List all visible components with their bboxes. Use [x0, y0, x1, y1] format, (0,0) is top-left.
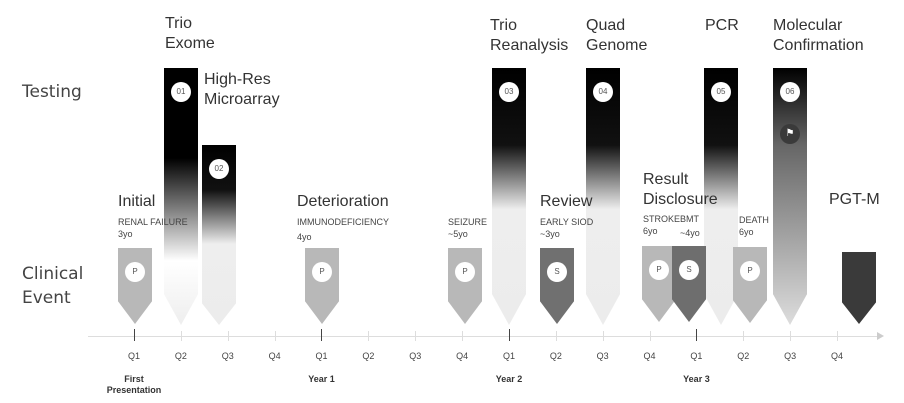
axis-arrow-icon [877, 332, 884, 340]
test-bar-06: 06 ⚑ [773, 68, 807, 325]
year-label: First Presentation [106, 374, 162, 395]
quarter-label: Q2 [362, 351, 375, 361]
axis-tick [180, 331, 182, 341]
event-label: DEATH 6yo [739, 215, 769, 237]
axis-tick [227, 331, 229, 341]
quarter-label: Q4 [643, 351, 656, 361]
test-title-01: Trio Exome [165, 15, 215, 52]
test-number-badge: 03 [499, 82, 519, 102]
event-label: BMT ~4yo [680, 214, 700, 238]
axis-tick [602, 331, 604, 341]
axis-tick [743, 331, 745, 341]
quarter-label: Q1 [127, 351, 140, 361]
patient-badge: P [740, 261, 760, 281]
year-label: Year 1 [308, 374, 335, 384]
event-marker-patient: P [305, 248, 339, 324]
quarter-label: Q2 [737, 351, 750, 361]
quarter-label: Q4 [831, 351, 844, 361]
event-label: IMMUNODEFICIENCY 4yo [297, 217, 389, 242]
test-title-04: Quad Genome [586, 17, 648, 54]
year-label: Year 3 [683, 374, 710, 384]
test-bar-01: 01 [164, 68, 198, 325]
event-marker-sibling: S [540, 248, 574, 324]
quarter-label: Q3 [784, 351, 797, 361]
flag-icon: ⚑ [780, 124, 800, 144]
quarter-label: Q1 [502, 351, 515, 361]
event-marker-pgtm [842, 252, 876, 324]
event-marker-sibling: S [672, 246, 706, 322]
event-marker-patient: P [448, 248, 482, 324]
axis-tick [508, 329, 510, 341]
row-label-clinical-line2: Event [22, 288, 71, 308]
test-number-badge: 01 [171, 82, 191, 102]
quarter-label: Q4 [456, 351, 469, 361]
quarter-label: Q2 [174, 351, 187, 361]
sibling-badge: S [679, 260, 699, 280]
axis-tick [134, 329, 135, 341]
test-title-02: High-Res Microarray [204, 71, 280, 108]
row-label-testing: Testing [22, 82, 82, 102]
test-number-badge: 04 [593, 82, 613, 102]
quarter-label: Q3 [221, 351, 234, 361]
year-label: Year 2 [495, 374, 523, 384]
quarter-label: Q1 [690, 351, 703, 361]
test-number-badge: 05 [711, 82, 731, 102]
event-label: RENAL FAILURE 3yo [118, 217, 188, 239]
axis-tick [415, 331, 417, 341]
test-title-03: Trio Reanalysis [490, 17, 569, 54]
quarter-label: Q3 [409, 351, 422, 361]
test-bar-04: 04 [586, 68, 620, 325]
timeline-axis [88, 336, 878, 337]
axis-tick [555, 331, 557, 341]
event-label: STROKE 6yo [643, 214, 681, 236]
axis-tick [462, 331, 464, 341]
event-label: SEIZURE ~5yo [448, 217, 488, 239]
patient-badge: P [125, 262, 145, 282]
axis-tick [649, 331, 651, 341]
phase-deterioration: Deterioration [297, 193, 389, 210]
sibling-badge: S [547, 262, 567, 282]
event-marker-patient: P [733, 247, 767, 323]
patient-badge: P [649, 260, 669, 280]
quarter-label: Q3 [596, 351, 609, 361]
test-title-06: Molecular Confirmation [773, 17, 864, 54]
axis-tick [321, 329, 323, 341]
patient-badge: P [455, 262, 475, 282]
test-bar-02: 02 [202, 145, 236, 325]
event-marker-patient: P [642, 246, 676, 322]
phase-result-disclosure: Result Disclosure [643, 171, 718, 208]
test-number-badge: 06 [780, 82, 800, 102]
axis-tick [790, 331, 792, 341]
test-number-badge: 02 [209, 159, 229, 179]
quarter-label: Q2 [549, 351, 562, 361]
test-title-05: PCR [705, 17, 739, 34]
row-label-clinical-line1: Clinical [22, 264, 84, 284]
axis-tick [274, 331, 276, 341]
event-marker-patient: P [118, 248, 152, 324]
quarter-label: Q4 [268, 351, 281, 361]
patient-badge: P [312, 262, 332, 282]
test-bar-03: 03 [492, 68, 526, 325]
phase-initial: Initial [118, 193, 156, 210]
axis-tick [368, 331, 370, 341]
axis-tick [696, 329, 698, 341]
quarter-label: Q1 [315, 351, 328, 361]
test-bar-05: 05 [704, 68, 738, 325]
axis-tick [837, 331, 839, 341]
event-label: EARLY SIOD ~3yo [540, 217, 594, 239]
phase-review: Review [540, 193, 593, 210]
row-label-clinical: Clinical Event [22, 262, 83, 310]
phase-pgtm: PGT-M [829, 191, 880, 208]
